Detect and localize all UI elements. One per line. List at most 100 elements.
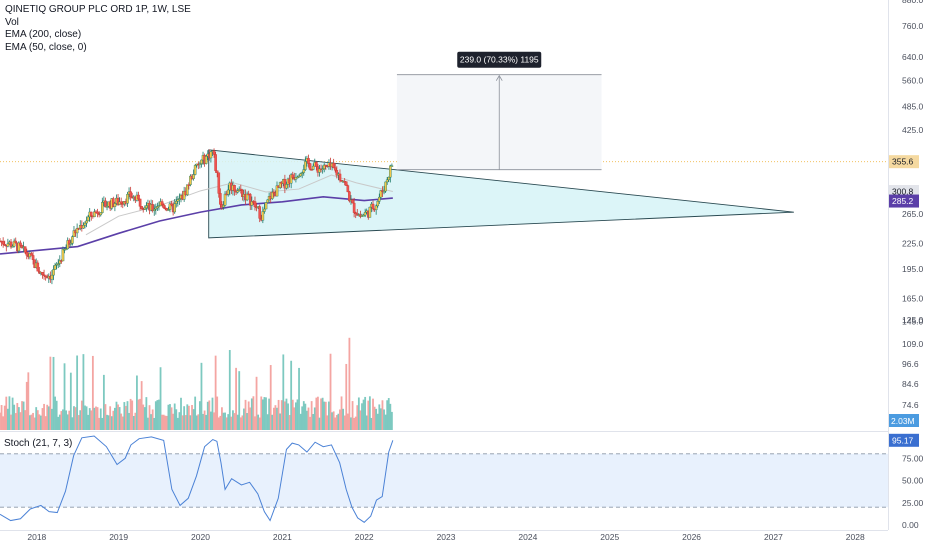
candle-186 <box>291 171 295 180</box>
volume-bar-13 <box>19 412 22 430</box>
legend-ema200[interactable]: EMA (200, close) <box>5 29 82 40</box>
volume-bar-12 <box>17 407 20 430</box>
candle-body <box>1 241 5 245</box>
volume-bar-161 <box>252 396 255 430</box>
candle-body <box>250 201 254 206</box>
candle-body <box>278 182 282 188</box>
candle-103 <box>160 199 164 207</box>
candle-167 <box>261 206 265 224</box>
legend-vol[interactable]: Vol <box>5 16 19 28</box>
candle-body <box>307 158 310 164</box>
chart-legend: QINETIQ GROUP PLC ORD 1P, 1W, LSE Vol EM… <box>5 4 191 54</box>
volume-bar-14 <box>21 401 23 430</box>
volume-bar-160 <box>250 398 253 430</box>
legend-symbol[interactable]: QINETIQ GROUP PLC ORD 1P, 1W, LSE <box>5 4 191 15</box>
volume-bar-240 <box>376 413 379 430</box>
candle-213 <box>333 163 337 173</box>
volume-bar-69 <box>107 415 110 430</box>
candle-145 <box>226 184 230 197</box>
stoch-badge-label: 95.17 <box>892 435 914 445</box>
candle-194 <box>304 156 307 171</box>
volume-bar-166 <box>260 396 263 430</box>
candle-body <box>233 185 236 192</box>
candle-107 <box>167 206 170 211</box>
candle-body <box>382 190 386 193</box>
x-tick-label-1: 2019 <box>109 532 128 542</box>
candle-body <box>168 203 172 210</box>
candle-24 <box>36 260 40 272</box>
candle-body <box>12 240 16 247</box>
volume-bar-54 <box>84 405 86 430</box>
volume-bar-130 <box>203 410 206 430</box>
legend-ema50[interactable]: EMA (50, close, 0) <box>5 41 87 53</box>
volume-bar-105 <box>164 415 167 430</box>
stoch-tick-label-2: 25.00 <box>902 498 924 508</box>
candle-body <box>215 170 219 173</box>
x-tick-label-3: 2021 <box>273 532 292 542</box>
volume-bar-44 <box>68 410 71 430</box>
candle-body <box>140 206 143 209</box>
y-tick-label-5: 425.0 <box>902 125 924 135</box>
volume-bar-190 <box>298 367 300 430</box>
volume-bar-218 <box>342 408 345 430</box>
volume-bar-47 <box>73 406 75 430</box>
x-tick-label-2: 2020 <box>191 532 210 542</box>
volume-bar-57 <box>88 408 91 430</box>
candle-191 <box>299 172 302 177</box>
candle-199 <box>311 163 315 171</box>
volume-bar-115 <box>180 397 182 430</box>
volume-bar-109 <box>170 407 173 430</box>
volume-bar-159 <box>249 407 252 430</box>
candle-body <box>223 193 227 206</box>
volume-bar-186 <box>291 399 294 430</box>
candle-99 <box>154 203 158 215</box>
volume-bar-50 <box>77 415 80 430</box>
volume-bar-181 <box>283 401 286 430</box>
volume-bar-16 <box>24 410 27 430</box>
candle-151 <box>236 187 239 194</box>
volume-bar-170 <box>266 414 269 430</box>
candle-body <box>50 274 54 280</box>
volume-bar-175 <box>274 405 277 430</box>
volume-bar-120 <box>187 405 190 430</box>
candle-101 <box>157 201 161 211</box>
volume-bar-236 <box>370 417 373 430</box>
volume-bar-202 <box>317 396 319 430</box>
volume-bar-117 <box>183 406 186 430</box>
volume-bar-196 <box>307 407 310 430</box>
stoch-legend[interactable]: Stoch (21, 7, 3) <box>4 438 73 449</box>
y-tick-label-9: 265.0 <box>902 209 924 219</box>
candle-244 <box>382 185 386 195</box>
candle-100 <box>156 202 159 212</box>
volume-bar-19 <box>29 415 31 430</box>
volume-bar-20 <box>30 414 33 430</box>
volume-bar-223 <box>350 417 352 430</box>
volume-bar-79 <box>123 402 126 430</box>
candle-53 <box>82 222 85 229</box>
candle-98 <box>152 204 156 216</box>
volume-bar-169 <box>265 397 267 430</box>
volume-bar-89 <box>139 398 141 430</box>
candle-247 <box>387 176 391 183</box>
candle-body <box>23 246 27 253</box>
candle-body <box>226 189 230 195</box>
candle-body <box>264 202 268 210</box>
candle-body <box>82 225 85 229</box>
volume-bar-187 <box>293 407 296 430</box>
candle-body <box>348 191 351 202</box>
volume-bar-124 <box>194 396 197 430</box>
candle-10 <box>14 237 18 244</box>
volume-bar-43 <box>66 414 69 430</box>
candle-189 <box>296 175 299 179</box>
candle-44 <box>67 238 71 248</box>
candle-16 <box>23 246 27 254</box>
volume-bar-227 <box>356 405 359 430</box>
volume-bar-233 <box>365 415 368 430</box>
candle-168 <box>263 203 266 214</box>
volume-bar-214 <box>335 415 338 430</box>
candle-140 <box>219 188 222 209</box>
volume-bar-126 <box>197 414 200 430</box>
volume-bar-52 <box>80 400 83 430</box>
triangle-pattern <box>208 149 794 239</box>
